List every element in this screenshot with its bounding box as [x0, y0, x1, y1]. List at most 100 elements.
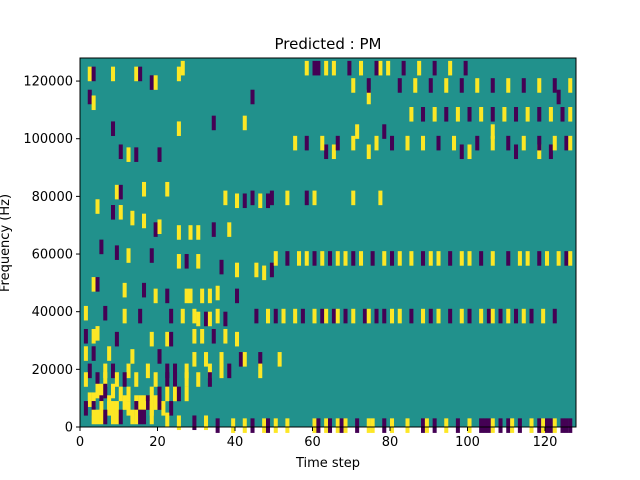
heatmap-cell	[103, 363, 108, 379]
heatmap-cell	[304, 135, 309, 151]
plot-area	[80, 58, 576, 427]
heatmap-cell	[351, 190, 356, 206]
x-axis: 0 20 40 60 80 100 120	[76, 427, 558, 450]
heatmap-cell	[87, 392, 92, 407]
heatmap-cell	[273, 308, 278, 324]
heatmap-cell	[238, 352, 243, 367]
heatmap-cell	[316, 418, 321, 433]
heatmap-cell	[153, 372, 158, 387]
heatmap-cell	[517, 418, 522, 433]
x-tick-label: 100	[455, 435, 480, 450]
heatmap-cell	[459, 308, 464, 324]
heatmap-cell	[122, 308, 127, 324]
heatmap-cell	[382, 308, 387, 324]
heatmap-cell	[83, 372, 88, 387]
heatmap-cell	[366, 89, 371, 105]
heatmap-cell	[397, 78, 402, 93]
heatmap-cell	[390, 418, 395, 433]
heatmap-cell	[157, 219, 162, 234]
x-tick-label: 20	[149, 435, 166, 450]
heatmap-cell	[223, 328, 228, 344]
x-tick-label: 120	[533, 435, 558, 450]
heatmap-cell	[134, 401, 139, 416]
heatmap-cell	[506, 308, 511, 324]
heatmap-cell	[300, 308, 305, 324]
heatmap-cell	[366, 78, 371, 93]
heatmap-cell	[196, 372, 201, 387]
heatmap-cell	[514, 308, 519, 324]
heatmap-cell	[312, 190, 317, 206]
heatmap-cell	[134, 66, 139, 82]
heatmap-cell	[436, 135, 441, 151]
heatmap-cell	[204, 415, 209, 431]
heatmap-cell	[95, 383, 100, 399]
heatmap-cell	[312, 308, 317, 324]
heatmap-cell	[568, 107, 573, 122]
heatmap-cell	[215, 308, 220, 324]
heatmap-cell	[149, 331, 154, 347]
heatmap-cell	[552, 78, 557, 93]
heatmap-cell	[405, 135, 410, 151]
heatmap-cell	[165, 331, 170, 347]
heatmap-cell	[149, 75, 154, 90]
heatmap-cell	[463, 60, 468, 76]
heatmap-cell	[552, 418, 557, 433]
heatmap-cell	[149, 248, 154, 263]
heatmap-cell	[91, 346, 96, 361]
heatmap-cell	[281, 308, 286, 324]
heatmap-cell	[560, 107, 565, 122]
heatmap-cell	[285, 190, 290, 206]
heatmap-cell	[207, 311, 212, 327]
heatmap-cell	[428, 78, 433, 93]
heatmap-cell	[165, 386, 170, 402]
heatmap-cell	[118, 386, 123, 402]
heatmap-cell	[541, 418, 546, 433]
heatmap-cell	[444, 78, 449, 93]
heatmap-cell	[250, 89, 255, 105]
heatmap-cell	[448, 251, 453, 266]
heatmap-cell	[107, 401, 112, 416]
heatmap-cell	[142, 409, 147, 425]
heatmap-cell	[219, 363, 224, 379]
heatmap-cell	[184, 254, 189, 269]
heatmap-cell	[355, 124, 360, 139]
heatmap-cell	[514, 144, 519, 160]
heatmap-cell	[370, 251, 375, 266]
heatmap-cell	[134, 147, 139, 162]
heatmap-cell	[417, 60, 422, 76]
heatmap-cell	[328, 418, 333, 433]
heatmap-cell	[258, 193, 263, 209]
x-tick-label: 60	[304, 435, 321, 450]
heatmap-cell	[490, 124, 495, 139]
heatmap-cell	[142, 213, 147, 229]
heatmap-cell	[103, 409, 108, 425]
heatmap-cell	[331, 308, 336, 324]
heatmap-cell	[320, 251, 325, 266]
heatmap-cell	[436, 308, 441, 324]
heatmap-cell	[459, 251, 464, 266]
heatmap-cell	[339, 418, 344, 433]
heatmap-cell	[184, 386, 189, 402]
heatmap-cell	[114, 184, 119, 200]
y-tick-label: 80000	[32, 190, 73, 205]
heatmap-cell	[111, 401, 116, 416]
heatmap-cell	[200, 328, 205, 344]
heatmap-cell	[378, 190, 383, 206]
heatmap-cell	[176, 415, 181, 431]
heatmap-cell	[188, 288, 193, 304]
plot-frame	[79, 57, 577, 428]
heatmap-cell	[351, 251, 356, 266]
heatmap-cell	[227, 222, 232, 237]
heatmap-cell	[413, 78, 418, 93]
heatmap-cell	[335, 251, 340, 266]
heatmap-cell	[269, 262, 274, 278]
heatmap-cell	[421, 107, 426, 122]
heatmap-cell	[184, 363, 189, 379]
heatmap-cell	[421, 251, 426, 266]
heatmap-cell	[111, 383, 116, 399]
heatmap-cell	[211, 115, 216, 131]
heatmap-cell	[103, 305, 108, 321]
heatmap-cell	[537, 107, 542, 122]
heatmap-cell	[235, 193, 240, 209]
heatmap-cell	[312, 60, 317, 76]
